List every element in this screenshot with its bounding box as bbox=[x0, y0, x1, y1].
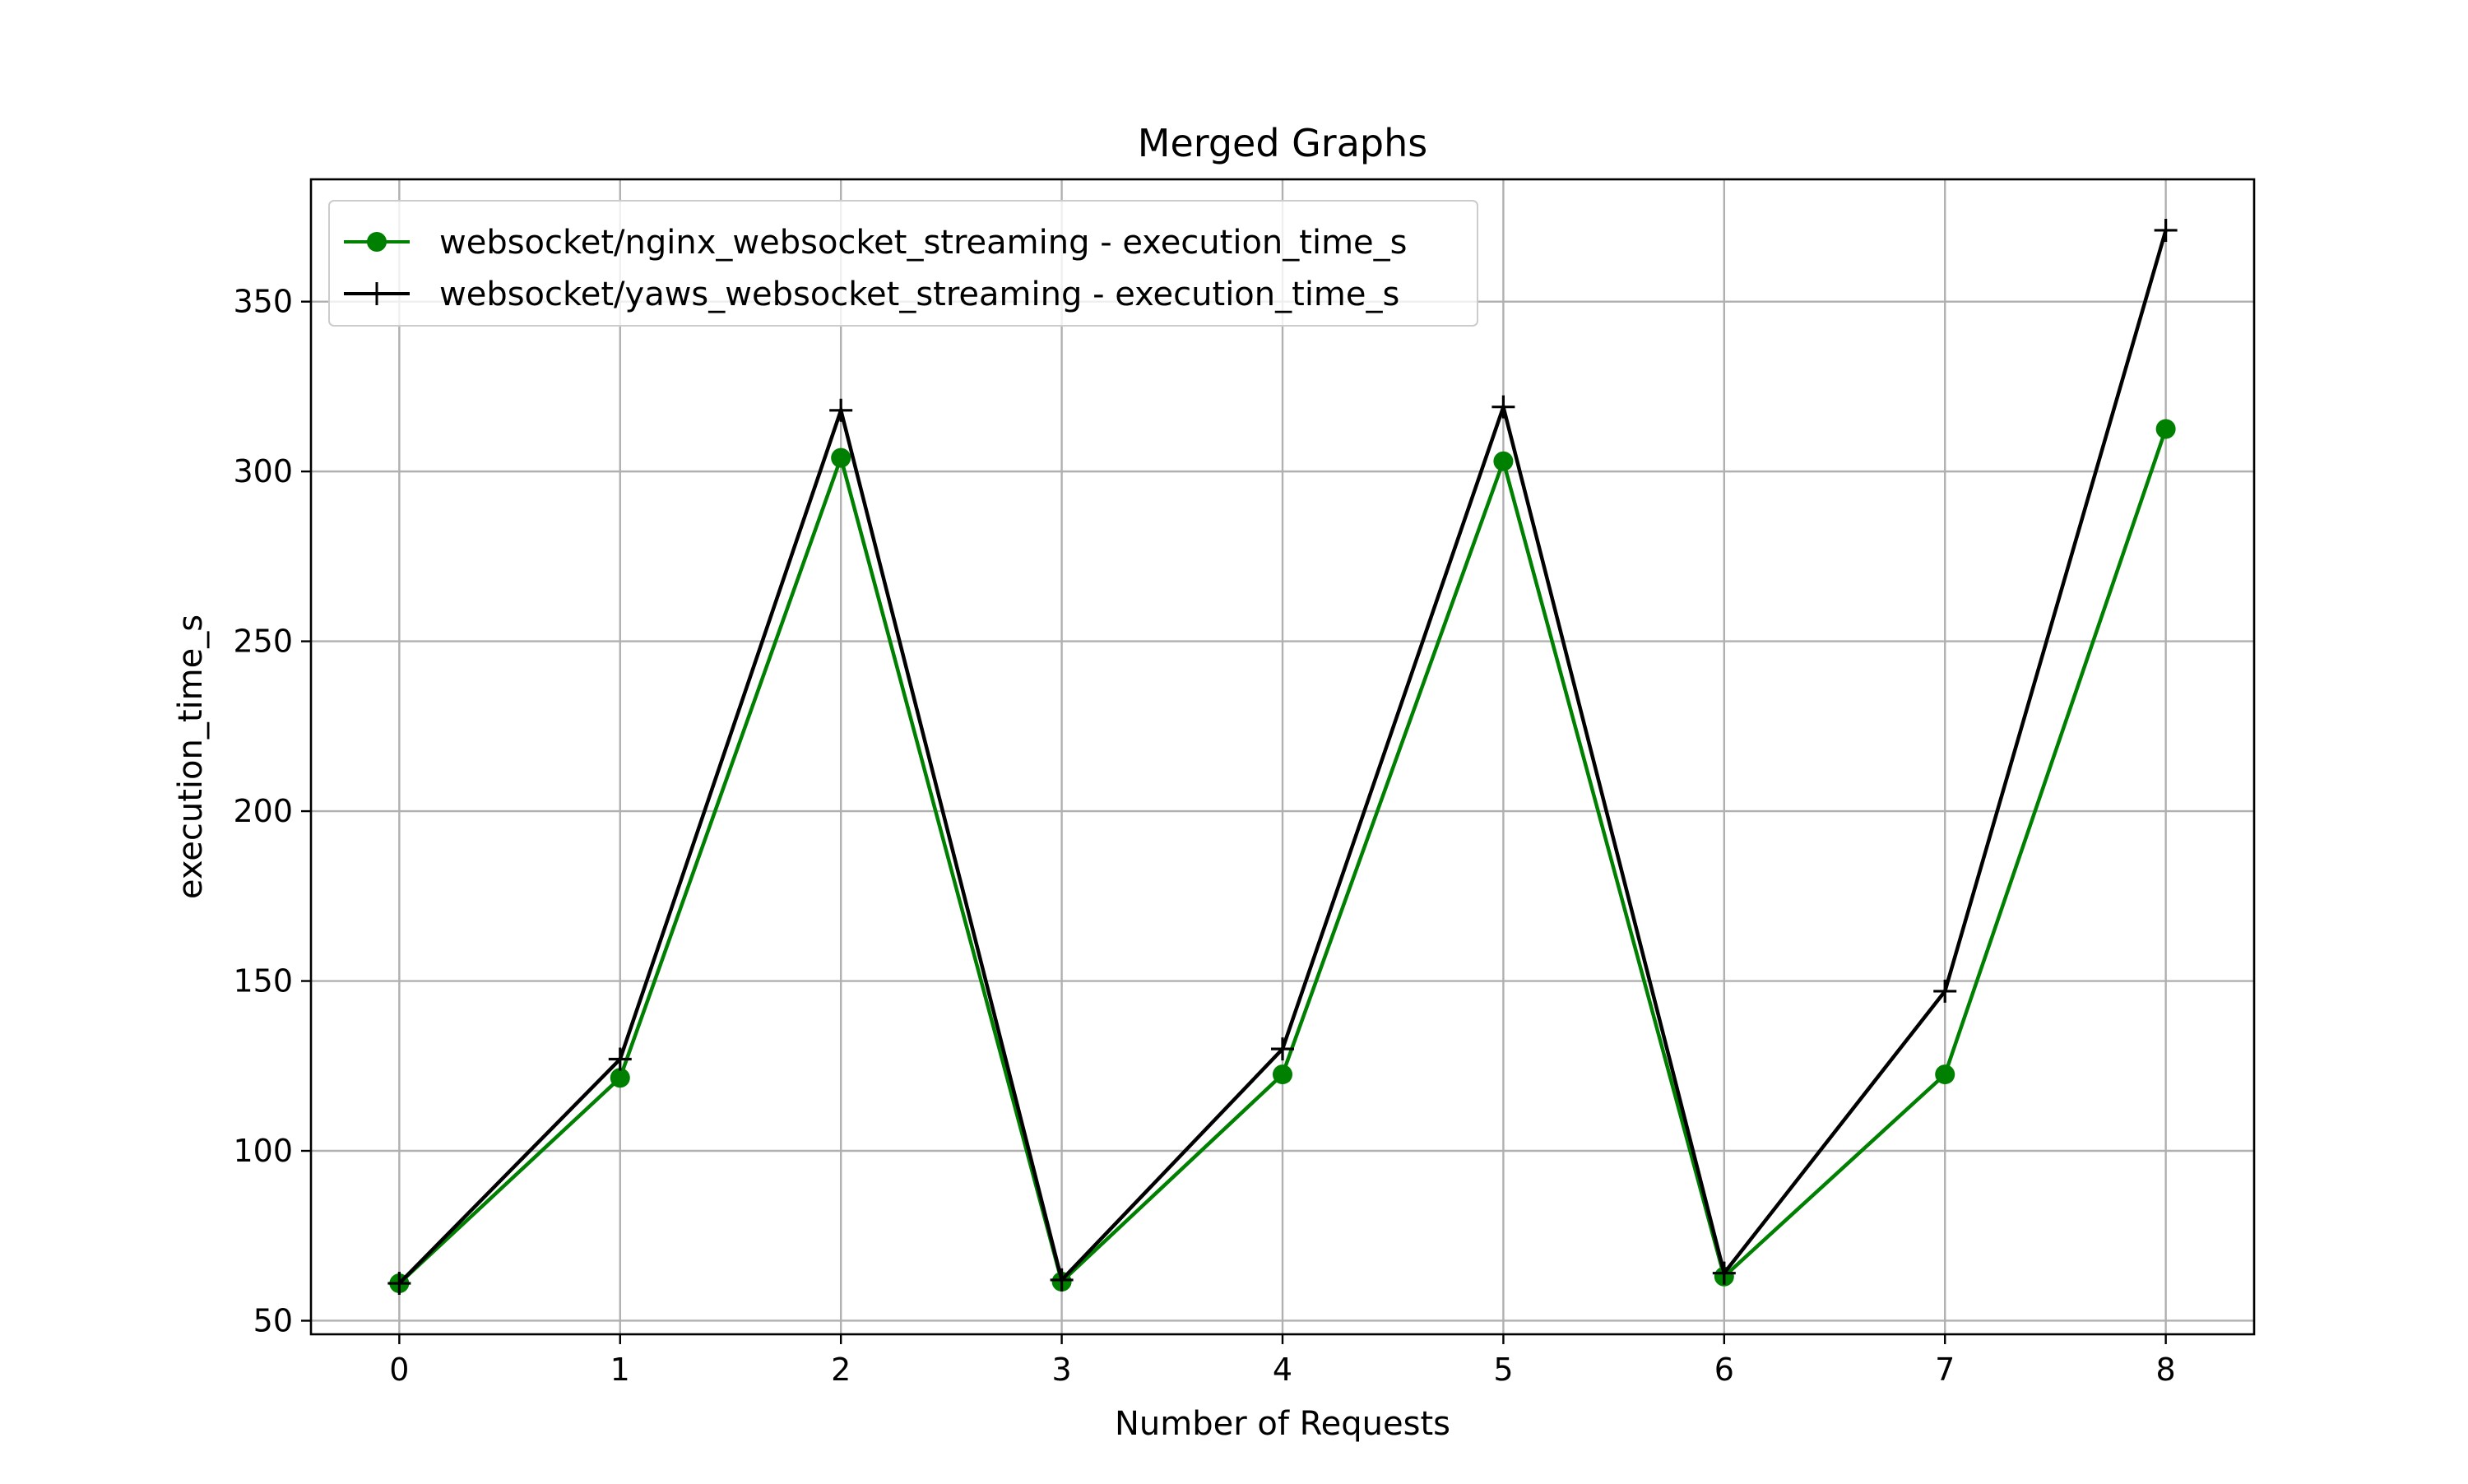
data-point bbox=[608, 1047, 632, 1071]
data-point bbox=[387, 1272, 411, 1296]
data-point bbox=[1933, 979, 1957, 1003]
data-point bbox=[2155, 419, 2176, 439]
y-tick-label: 350 bbox=[233, 284, 293, 320]
x-tick-label: 1 bbox=[610, 1352, 630, 1388]
y-tick-label: 50 bbox=[253, 1302, 293, 1338]
x-tick-label: 4 bbox=[1273, 1352, 1292, 1388]
grid-layer bbox=[311, 179, 2254, 1334]
data-point bbox=[829, 398, 853, 422]
data-point bbox=[1493, 451, 1514, 471]
y-tick-label: 100 bbox=[233, 1133, 293, 1169]
y-tick-label: 150 bbox=[233, 963, 293, 999]
x-tick-label: 5 bbox=[1493, 1352, 1513, 1388]
y-axis-label: execution_time_s bbox=[172, 614, 210, 899]
chart-title: Merged Graphs bbox=[1138, 121, 1427, 165]
data-point bbox=[1050, 1268, 1074, 1292]
x-tick-label: 0 bbox=[389, 1352, 409, 1388]
x-axis-label: Number of Requests bbox=[1115, 1405, 1450, 1443]
series-yaws bbox=[387, 218, 2178, 1296]
legend: websocket/nginx_websocket_streaming - ex… bbox=[328, 200, 1478, 327]
ticks-layer: 0 1 2 3 4 5 6 7 8 50 100 150 200 250 300 350 bbox=[233, 284, 2175, 1388]
y-tick-label: 250 bbox=[233, 624, 293, 660]
data-point bbox=[1491, 395, 1515, 419]
series-layer bbox=[387, 218, 2178, 1296]
data-point bbox=[1712, 1261, 1736, 1285]
legend-marker-yaws bbox=[365, 282, 388, 305]
x-tick-label: 3 bbox=[1051, 1352, 1071, 1388]
data-point bbox=[2154, 218, 2178, 242]
data-point bbox=[831, 448, 851, 468]
legend-entry-nginx: websocket/nginx_websocket_streaming - ex… bbox=[344, 224, 1407, 262]
y-tick-label: 300 bbox=[233, 453, 293, 489]
x-tick-label: 7 bbox=[1935, 1352, 1955, 1388]
data-point bbox=[1271, 1037, 1294, 1061]
legend-label-yaws: websocket/yaws_websocket_streaming - exe… bbox=[439, 276, 1399, 313]
legend-box bbox=[328, 200, 1478, 327]
data-point bbox=[1273, 1064, 1292, 1085]
x-tick-label: 2 bbox=[831, 1352, 851, 1388]
legend-label-nginx: websocket/nginx_websocket_streaming - ex… bbox=[439, 224, 1407, 262]
x-tick-label: 8 bbox=[2156, 1352, 2176, 1388]
x-tick-label: 6 bbox=[1714, 1352, 1734, 1388]
data-point bbox=[610, 1068, 630, 1088]
y-tick-label: 200 bbox=[233, 793, 293, 829]
legend-entry-yaws: websocket/yaws_websocket_streaming - exe… bbox=[344, 276, 1399, 313]
legend-marker-nginx bbox=[367, 232, 387, 252]
data-point bbox=[1935, 1064, 1955, 1085]
